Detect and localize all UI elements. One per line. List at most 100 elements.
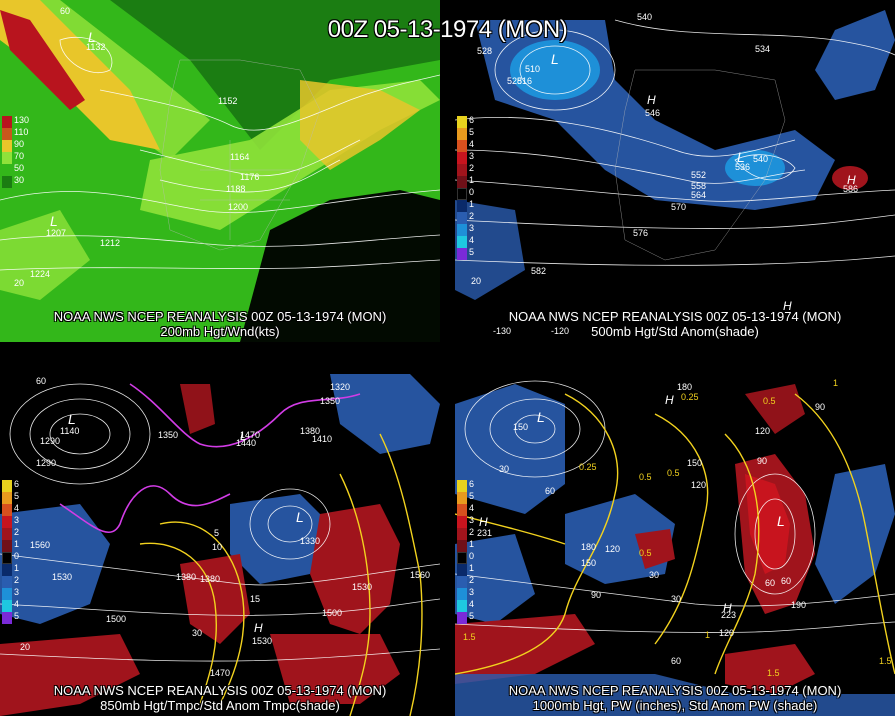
page-title: 00Z 05-13-1974 (MON) [327, 16, 568, 43]
high-marker: H [647, 93, 656, 107]
legend-label: 4 [469, 503, 475, 513]
map-label: 60 [765, 578, 775, 588]
map-label: 120 [691, 480, 706, 490]
map-label: 0.5 [667, 468, 680, 478]
legend-label: 1 [469, 539, 475, 549]
map-200mb: 60 1132 1152 1164 1176 1188 1200 1207 12… [0, 0, 440, 342]
map-label: 90 [591, 590, 601, 600]
legend-label: 2 [469, 575, 475, 585]
legend-label: 2 [14, 527, 20, 537]
panel-850mb: 1320 1350 1380 1410 1290 1140 1440 1470 … [0, 374, 440, 716]
map-label: 20 [471, 276, 481, 286]
legend-row: 4 [457, 599, 491, 612]
map-label: 516 [517, 76, 532, 86]
legend-row: 5 [457, 247, 491, 260]
map-label: 60 [671, 656, 681, 666]
map-label: 1.5 [767, 668, 780, 678]
panel-caption-field: 200mb Hgt/Wnd(kts) [160, 324, 280, 339]
map-label: 1500 [106, 614, 126, 624]
map-label: 0.25 [681, 392, 699, 402]
panel-caption-source: NOAA NWS NCEP REANALYSIS 00Z 05-13-1974 … [508, 683, 842, 698]
legend-1000mb: 6 5 4 3 2 1 0 1 2 3 4 5 [457, 479, 491, 624]
legend-label: 6 [469, 479, 475, 489]
legend-row: 4 [2, 599, 36, 612]
map-label: 1132 [86, 42, 105, 52]
legend-row: 3 [457, 151, 491, 164]
map-label: 0.5 [639, 472, 652, 482]
map-label: 150 [581, 558, 596, 568]
legend-200mb: 130 110 90 70 50 30 [2, 115, 36, 188]
legend-label: 90 [14, 139, 25, 149]
legend-label: 1 [469, 199, 475, 209]
panel-caption-field: 1000mb Hgt, PW (inches), Std Anom PW (sh… [532, 698, 818, 713]
map-label: 5 [214, 528, 219, 538]
legend-row: 4 [457, 139, 491, 152]
legend-label: 5 [14, 491, 20, 501]
legend-label: 70 [14, 151, 25, 161]
map-label: 1224 [30, 269, 50, 279]
legend-row: 1 [457, 175, 491, 188]
legend-row: 2 [457, 163, 491, 176]
legend-row: 0 [457, 551, 491, 564]
legend-row: 70 [2, 151, 36, 164]
legend-row: 6 [2, 479, 36, 492]
legend-label: 2 [469, 211, 475, 221]
legend-row: 1 [457, 199, 491, 212]
low-marker: L [737, 149, 745, 165]
legend-label: 1 [14, 539, 20, 549]
high-marker: H [254, 621, 263, 635]
legend-label: 3 [469, 151, 475, 161]
legend-row: 5 [457, 127, 491, 140]
map-label: 1188 [226, 184, 245, 194]
legend-row: 2 [457, 575, 491, 588]
panel-200mb: 60 1132 1152 1164 1176 1188 1200 1207 12… [0, 0, 440, 342]
legend-row: 50 [2, 163, 36, 176]
legend-row: 3 [457, 515, 491, 528]
map-label: 190 [791, 600, 806, 610]
map-label: 1140 [60, 426, 79, 436]
map-label: 1530 [252, 636, 272, 646]
map-label: 1 [705, 630, 710, 640]
legend-row: 90 [2, 139, 36, 152]
map-label: 1410 [312, 434, 332, 444]
legend-label: 3 [14, 515, 20, 525]
map-label: 582 [531, 266, 546, 276]
map-label: 1212 [100, 238, 120, 248]
legend-label: 0 [14, 551, 20, 561]
map-label: 552 [691, 170, 706, 180]
map-label: 1176 [240, 172, 259, 182]
legend-row: 3 [2, 515, 36, 528]
map-label: 536 [735, 162, 750, 172]
map-1000mb: 180 0.25 0.5 90 120 150 30 60 0.25 0.5 0… [455, 374, 895, 716]
high-marker: H [665, 393, 674, 407]
legend-label: 3 [469, 587, 475, 597]
map-label: -130 [493, 326, 511, 336]
map-label: 586 [843, 184, 858, 194]
high-marker: H [723, 601, 732, 615]
legend-row: 5 [2, 491, 36, 504]
legend-row: 5 [2, 611, 36, 624]
legend-row: 130 [2, 115, 36, 128]
legend-label: 6 [14, 479, 20, 489]
legend-row: 5 [457, 611, 491, 624]
map-label: 20 [14, 278, 24, 288]
map-label: 120 [605, 544, 620, 554]
high-marker: H [479, 515, 488, 529]
map-label: 60 [60, 6, 70, 16]
legend-row: 1 [2, 563, 36, 576]
map-label: 120 [719, 628, 734, 638]
map-label: 1 [833, 378, 838, 388]
high-marker: H [783, 299, 792, 313]
legend-label: 5 [469, 491, 475, 501]
legend-row: 2 [2, 527, 36, 540]
map-label: 30 [671, 594, 681, 604]
map-label: 1560 [30, 540, 50, 550]
low-marker: L [777, 513, 785, 529]
map-label: 1330 [300, 536, 320, 546]
map-label: 1440 [236, 438, 256, 448]
legend-row: 2 [457, 211, 491, 224]
map-label: 546 [645, 108, 660, 118]
panel-caption-field: 500mb Hgt/Std Anom(shade) [591, 324, 759, 339]
legend-label: 2 [469, 163, 475, 173]
map-label: 1.5 [879, 656, 892, 666]
